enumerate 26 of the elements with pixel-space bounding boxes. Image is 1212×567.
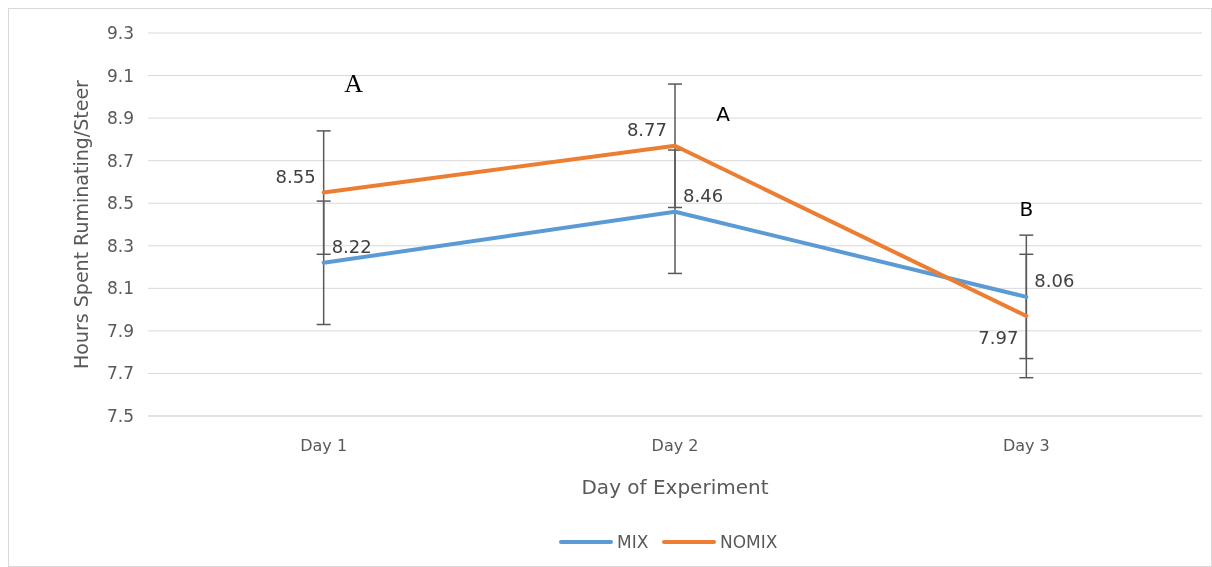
legend-label: NOMIX [720,531,778,552]
y-axis-title: Hours Spent Ruminating/Steer [70,79,92,369]
data-label: 8.77 [626,118,667,140]
data-label: 8.55 [275,165,316,187]
annotation: A [716,102,731,127]
data-label: 7.97 [978,326,1019,348]
y-tick-label: 7.7 [106,363,134,384]
legend-label: MIX [617,531,649,552]
y-tick-label: 8.3 [106,235,134,256]
y-tick-label: 8.1 [106,278,134,299]
annotation: A [344,68,364,98]
x-tick-label: Day 2 [651,436,699,455]
data-label: 8.22 [331,235,372,257]
x-tick-label: Day 1 [300,436,348,455]
y-tick-label: 8.9 [106,108,134,129]
x-axis-title: Day of Experiment [581,475,769,499]
data-label: 8.46 [683,184,724,206]
x-tick-label: Day 3 [1002,436,1050,455]
annotation: B [1019,197,1034,222]
y-tick-label: 8.7 [106,150,134,171]
y-tick-label: 9.1 [106,65,134,86]
y-tick-label: 9.3 [106,22,134,43]
y-tick-label: 7.9 [106,320,134,341]
y-tick-label: 8.5 [106,193,134,214]
data-label: 8.06 [1034,269,1075,291]
y-tick-label: 7.5 [106,405,134,426]
